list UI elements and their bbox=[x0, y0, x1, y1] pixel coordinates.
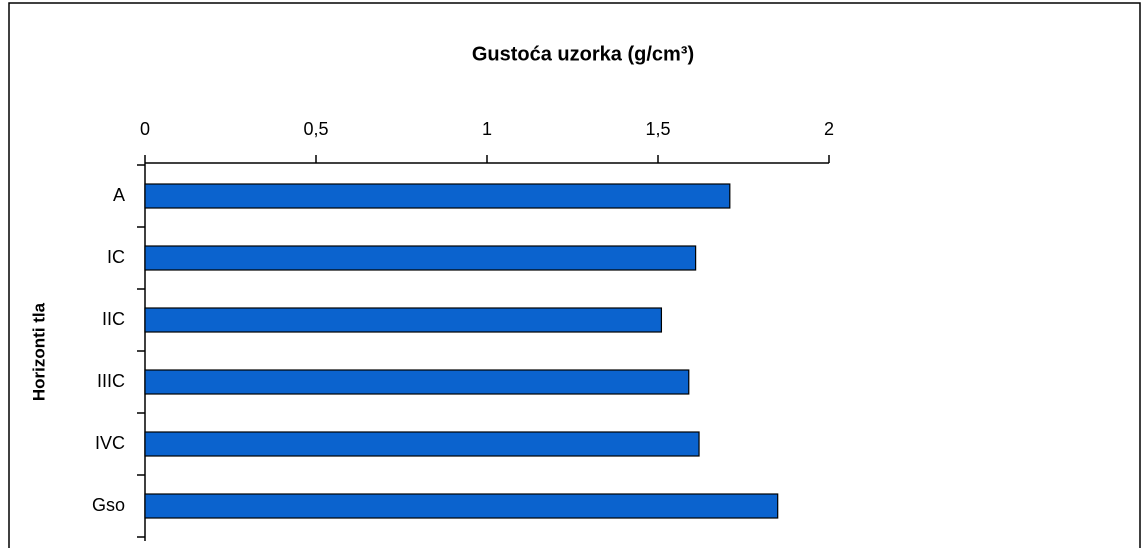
x-tick-label: 0,5 bbox=[303, 119, 328, 139]
y-tick-label: IIC bbox=[102, 309, 125, 329]
y-tick-label: IVC bbox=[95, 433, 125, 453]
bar bbox=[144, 307, 663, 333]
x-tick-label: 2 bbox=[824, 119, 834, 139]
bar bbox=[144, 493, 779, 519]
y-tick-label: IIIC bbox=[97, 371, 125, 391]
y-axis-label: Horizonti tla bbox=[29, 302, 48, 401]
chart-title: Gustoća uzorka (g/cm³) bbox=[472, 43, 694, 65]
x-tick-label: 1,5 bbox=[645, 119, 670, 139]
bar bbox=[144, 431, 700, 457]
bar bbox=[144, 369, 690, 395]
bar bbox=[144, 245, 697, 271]
x-tick-label: 1 bbox=[482, 119, 492, 139]
y-tick-label: IC bbox=[107, 247, 125, 267]
chart-frame bbox=[8, 2, 1141, 548]
x-tick-label: 0 bbox=[140, 119, 150, 139]
bar bbox=[144, 183, 731, 209]
y-tick-label: Gso bbox=[92, 495, 125, 515]
y-tick-label: A bbox=[113, 185, 125, 205]
